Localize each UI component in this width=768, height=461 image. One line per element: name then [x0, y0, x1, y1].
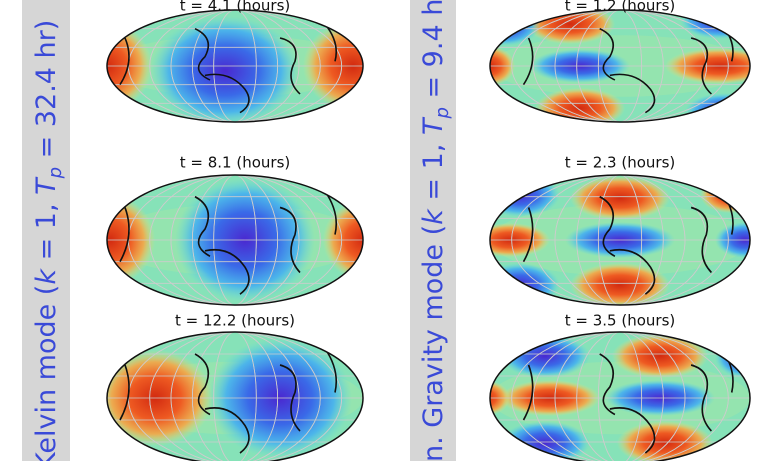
map-panel: [489, 9, 751, 123]
graticule: [149, 175, 321, 305]
graticule: [554, 175, 686, 305]
map-outline: [106, 174, 364, 306]
row-label: n. Gravity mode (k = 1, Tp = 9.4 hr): [418, 0, 453, 461]
graticule: [191, 332, 279, 461]
label-part: = 32.4 hr): [31, 20, 62, 167]
label-part: = 1,: [418, 135, 449, 209]
warm-anomaly: [323, 200, 363, 280]
graticule: [213, 10, 257, 122]
graticule: [213, 175, 257, 305]
cold-anomaly: [490, 263, 560, 305]
warm-anomaly: [570, 176, 670, 220]
label-bar: [410, 0, 456, 461]
map-outline: [489, 174, 751, 306]
graticule: [511, 175, 729, 305]
map-panel: [106, 174, 364, 306]
label-part: = 1,: [31, 195, 62, 269]
coastline: [119, 23, 338, 114]
label-part: p: [45, 167, 66, 179]
map-field: [490, 175, 750, 305]
coastline: [119, 347, 338, 454]
map-outline: [106, 9, 364, 123]
coastline: [119, 190, 338, 295]
map-field: [107, 175, 363, 305]
warm-anomaly: [490, 380, 510, 416]
warm-anomaly: [570, 263, 670, 305]
label-part: Kelvin mode (: [31, 285, 62, 461]
map-field: [107, 10, 363, 122]
panel-title: t = 4.1 (hours): [180, 0, 291, 15]
label-part: T: [31, 176, 62, 195]
graticule: [554, 10, 686, 122]
graticule: [191, 10, 279, 122]
warm-anomaly: [107, 21, 152, 111]
graticule: [149, 10, 321, 122]
graticule: [576, 332, 664, 461]
label-part: = 9.4 hr): [418, 0, 449, 107]
label-part: k: [31, 268, 62, 285]
panel-title: t = 1.2 (hours): [565, 0, 676, 15]
graticule: [149, 332, 321, 461]
map-outline: [489, 9, 751, 123]
map-panel: [489, 174, 751, 306]
graticule: [597, 175, 643, 305]
cold-anomaly: [150, 16, 300, 122]
graticule: [554, 332, 686, 461]
graticule: [170, 175, 300, 305]
panel-title: t = 8.1 (hours): [180, 154, 291, 172]
label-part: p: [432, 107, 453, 119]
label-part: k: [418, 208, 449, 225]
map-panel: [106, 9, 364, 123]
map-field: [490, 332, 750, 461]
cold-anomaly: [490, 175, 560, 217]
label-bar: [22, 0, 70, 461]
graticule: [511, 332, 729, 461]
graticule: [576, 175, 664, 305]
map-panel: [489, 331, 751, 461]
graticule: [191, 175, 279, 305]
map-field: [490, 10, 750, 122]
graticule: [170, 10, 300, 122]
map-outline: [489, 331, 751, 461]
graticule: [170, 332, 300, 461]
label-part: n. Gravity mode (: [418, 225, 449, 461]
map-outline: [106, 331, 364, 461]
graticule: [597, 332, 643, 461]
label-part: T: [418, 116, 449, 135]
graticule: [532, 332, 708, 461]
coastline: [522, 347, 734, 454]
warm-anomaly: [490, 46, 515, 86]
graticule: [511, 10, 729, 122]
graticule: [597, 10, 643, 122]
row-label: Kelvin mode (k = 1, Tp = 32.4 hr): [31, 20, 66, 461]
map-panel: [106, 331, 364, 461]
panel-title: t = 3.5 (hours): [565, 312, 676, 330]
graticule: [576, 10, 664, 122]
coastline: [522, 190, 734, 295]
graticule: [213, 332, 257, 461]
graticule: [532, 10, 708, 122]
graticule: [532, 175, 708, 305]
panel-title: t = 12.2 (hours): [175, 312, 295, 330]
map-field: [107, 332, 363, 461]
coastline: [522, 23, 734, 114]
cold-anomaly: [680, 10, 750, 39]
panel-title: t = 2.3 (hours): [565, 154, 676, 172]
